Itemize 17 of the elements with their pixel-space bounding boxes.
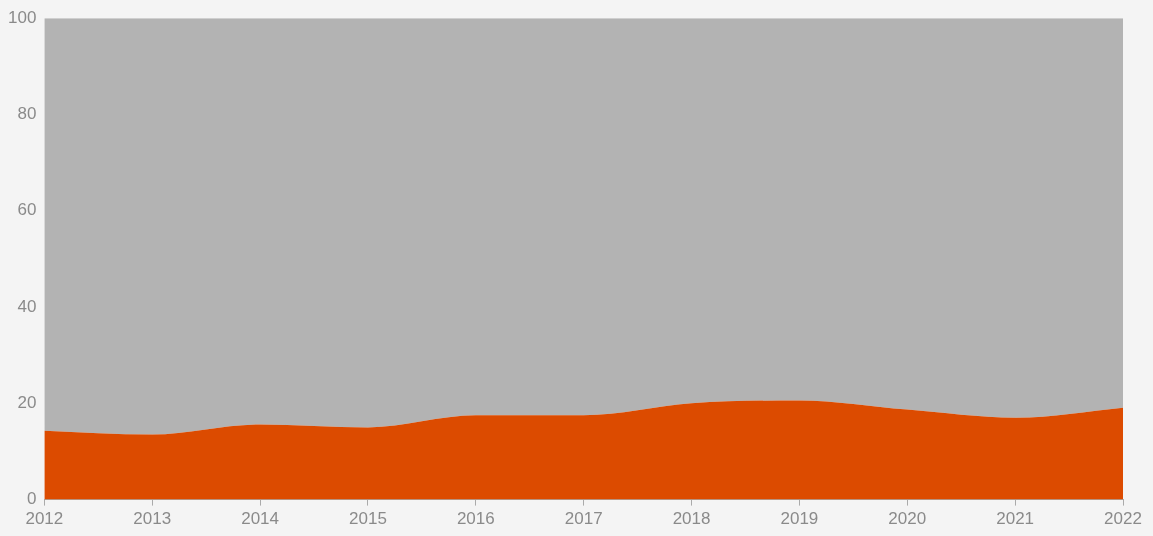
x-tick-label: 2020 (888, 509, 927, 529)
x-tick-label: 2015 (349, 509, 387, 529)
y-tick-label: 80 (17, 104, 37, 124)
y-tick-label: 60 (17, 200, 37, 220)
x-tick-label: 2016 (456, 509, 495, 529)
x-tick-label: 2017 (564, 509, 603, 529)
x-tick-label: 2022 (1104, 509, 1142, 529)
y-tick-label: 40 (17, 296, 37, 316)
x-tick-label: 2021 (996, 509, 1035, 529)
x-tick-label: 2013 (133, 509, 172, 529)
x-tick-label: 2018 (672, 509, 711, 529)
y-tick-label: 20 (17, 393, 37, 413)
x-tick-label: 2012 (25, 509, 64, 529)
y-tick-label: 0 (26, 489, 37, 509)
x-tick-label: 2014 (241, 509, 280, 529)
x-tick-label: 2019 (780, 509, 819, 529)
y-tick-label: 100 (7, 7, 37, 27)
